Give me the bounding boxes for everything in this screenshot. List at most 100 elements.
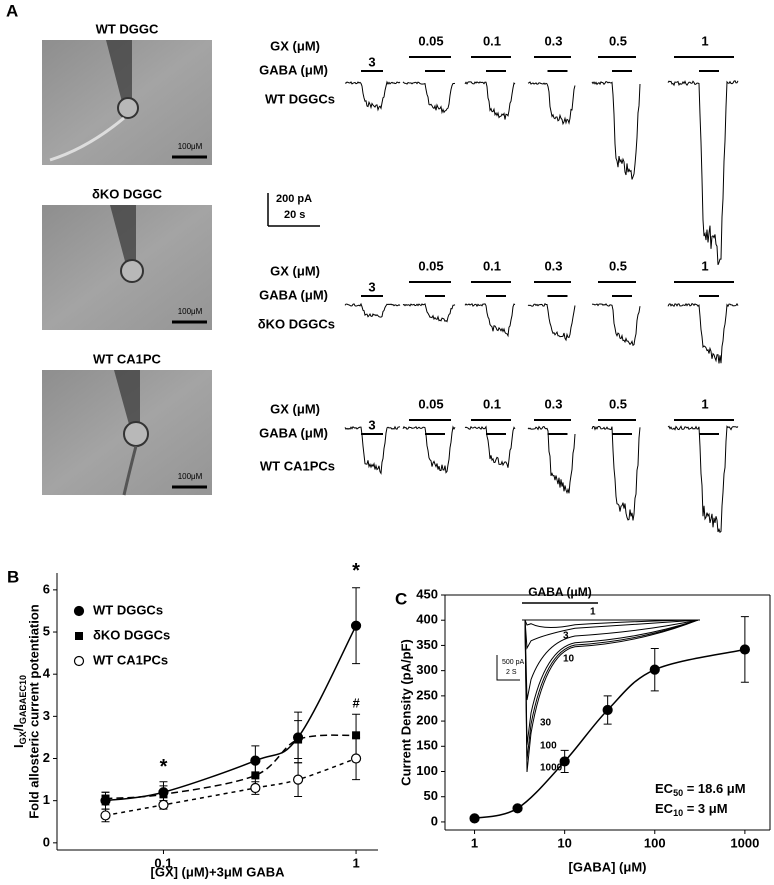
row-label: GX (μM) — [270, 263, 320, 278]
image-label: WT DGGC — [96, 21, 159, 36]
y-tick-label: 250 — [416, 687, 438, 702]
scale-label: 100μM — [178, 142, 203, 151]
y-tick-label: 200 — [416, 713, 438, 728]
y-tick-label: 150 — [416, 738, 438, 753]
inset-title: GABA (μM) — [528, 585, 592, 599]
row-label: GX (μM) — [270, 38, 320, 53]
inset-trace — [524, 619, 699, 650]
inset-trace — [524, 619, 699, 628]
conc-label: 1 — [701, 396, 708, 411]
conc-label: 0.5 — [609, 258, 627, 273]
marker — [602, 704, 613, 716]
subscript: GX — [18, 731, 28, 744]
row-label: GX (μM) — [270, 401, 320, 416]
marker — [292, 774, 304, 785]
marker — [350, 753, 362, 764]
legend-marker — [73, 605, 85, 617]
row-label: GABA (μM) — [259, 62, 328, 77]
y-tick-label: 50 — [424, 788, 438, 803]
image-label: δKO DGGC — [92, 186, 163, 201]
current-trace — [527, 303, 576, 342]
y-tick-label: 300 — [416, 662, 438, 677]
current-trace — [464, 303, 516, 338]
conc-label: 1 — [701, 33, 708, 48]
current-trace — [527, 81, 576, 126]
current-trace — [667, 425, 739, 534]
current-trace — [344, 80, 401, 112]
marker — [250, 782, 261, 794]
x-tick-label: 0.1 — [154, 855, 172, 870]
marker — [649, 664, 660, 675]
image-label: WT CA1PC — [93, 351, 162, 366]
conc-label: 0.1 — [483, 33, 501, 48]
conc-label: 0.5 — [609, 33, 627, 48]
y-tick-label: 5 — [43, 623, 50, 638]
conc-label: 0.1 — [483, 258, 501, 273]
inset-label: 3 — [563, 631, 569, 642]
scale-label: 100μM — [178, 472, 203, 481]
conc-label: 3 — [368, 54, 375, 69]
x-tick-label: 100 — [644, 835, 666, 850]
cell — [117, 97, 139, 119]
current-trace — [591, 425, 641, 521]
inset-scale — [496, 655, 520, 681]
y-tick-label: 3 — [43, 708, 50, 723]
y-tick-label: 350 — [416, 637, 438, 652]
current-trace — [667, 302, 739, 364]
marker — [159, 790, 168, 799]
label-part: = 18.6 μM — [683, 781, 746, 796]
label-part: I — [11, 744, 26, 748]
marker — [350, 620, 362, 631]
x-tick-label: 1 — [471, 835, 478, 850]
pipette — [114, 370, 140, 428]
panel-label: C — [395, 589, 407, 608]
panel-label: A — [6, 1, 18, 20]
legend-label: WT CA1PCs — [93, 652, 168, 667]
marker — [559, 756, 570, 767]
marker — [294, 735, 303, 744]
scale-label: 100μM — [178, 307, 203, 316]
legend-marker — [73, 655, 85, 667]
y-tick-label: 2 — [43, 750, 50, 765]
marker — [251, 771, 260, 780]
pipette — [106, 40, 132, 102]
y-tick-label: 0 — [431, 813, 438, 828]
inset-label: 30 — [540, 718, 552, 729]
marker — [158, 799, 169, 810]
cell — [120, 259, 144, 283]
legend-marker — [75, 632, 83, 640]
current-trace — [344, 425, 401, 475]
marker — [100, 810, 111, 821]
conc-label: 0.3 — [544, 33, 562, 48]
y-tick-label: 0 — [43, 834, 50, 849]
cell-label: WT DGGCs — [265, 91, 335, 106]
label-part: EC — [655, 801, 674, 816]
marker — [512, 803, 523, 814]
y-tick-label: 4 — [43, 666, 51, 681]
inset-trace — [524, 619, 699, 746]
dendrite — [49, 116, 125, 162]
cell-label: δKO DGGCs — [258, 316, 335, 331]
marker — [739, 644, 750, 655]
inset-scale-label: 2 S — [506, 669, 517, 676]
scale-label: 20 s — [284, 209, 305, 221]
legend-label: WT DGGCs — [93, 602, 163, 617]
current-trace — [667, 80, 739, 265]
pipette — [110, 205, 136, 265]
subscript: 50 — [673, 788, 683, 798]
fit-curve — [105, 757, 357, 817]
current-trace — [591, 81, 641, 180]
y-tick-label: 1 — [43, 792, 50, 807]
current-trace — [344, 302, 401, 318]
conc-label: 0.3 — [544, 396, 562, 411]
dendrite — [122, 445, 138, 496]
conc-label: 0.1 — [483, 396, 501, 411]
inset-trace — [524, 619, 699, 773]
inset-trace — [524, 619, 699, 701]
label-part: = 3 μM — [683, 801, 727, 816]
marker — [352, 731, 361, 740]
conc-label: 0.05 — [418, 258, 443, 273]
y-axis-label: Current Density (pA/pF) — [398, 639, 413, 786]
inset-label: 1000 — [540, 763, 563, 774]
